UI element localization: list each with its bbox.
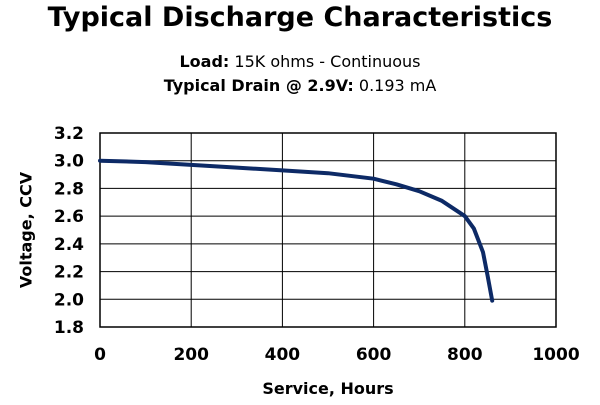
plot-frame bbox=[99, 132, 557, 328]
discharge-curve bbox=[98, 158, 495, 303]
y-tick-label: 3.2 bbox=[54, 124, 84, 144]
y-tick-label: 2.4 bbox=[54, 235, 84, 255]
y-tick-label: 2.6 bbox=[54, 207, 84, 227]
x-tick-labels: 0 200 400 600 800 1000 bbox=[94, 345, 580, 365]
y-tick-labels: 1.8 2.0 2.2 2.4 2.6 2.8 3.0 3.2 bbox=[54, 124, 84, 338]
x-tick-label: 200 bbox=[173, 345, 209, 365]
x-axis-label: Service, Hours bbox=[262, 379, 393, 398]
y-tick-label: 2.8 bbox=[54, 179, 84, 199]
x-tick-label: 600 bbox=[356, 345, 392, 365]
load-line: Load: 15K ohms - Continuous bbox=[0, 52, 600, 71]
x-tick-label: 400 bbox=[265, 345, 301, 365]
drain-line: Typical Drain @ 2.9V: 0.193 mA bbox=[0, 76, 600, 95]
y-axis-label: Voltage, CCV bbox=[17, 171, 36, 288]
y-tick-label: 3.0 bbox=[54, 152, 84, 172]
x-tick-label: 800 bbox=[447, 345, 483, 365]
load-label: Load: bbox=[179, 52, 230, 71]
load-value: 15K ohms - Continuous bbox=[234, 52, 421, 71]
y-tick-label: 1.8 bbox=[54, 318, 84, 338]
x-tick-label: 1000 bbox=[532, 345, 579, 365]
x-tick-label: 0 bbox=[94, 345, 106, 365]
drain-label: Typical Drain @ 2.9V: bbox=[163, 76, 354, 95]
drain-value: 0.193 mA bbox=[358, 76, 437, 95]
y-tick-label: 2.0 bbox=[54, 290, 84, 310]
chart-title: Typical Discharge Characteristics bbox=[47, 2, 553, 33]
y-tick-label: 2.2 bbox=[54, 263, 84, 283]
